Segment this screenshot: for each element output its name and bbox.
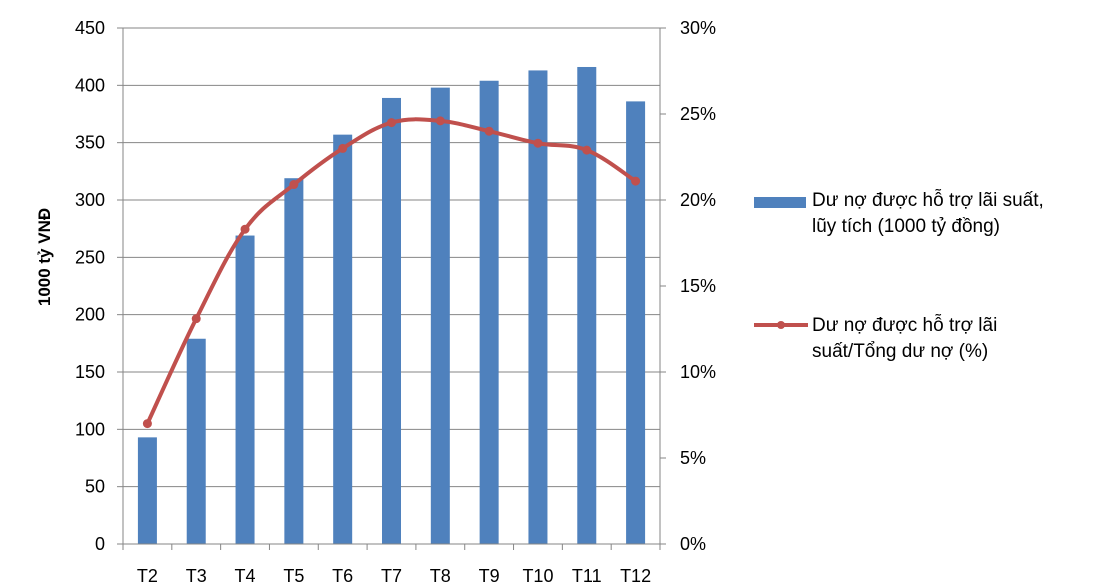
line-point [485, 127, 494, 136]
x-tick-label: T10 [522, 566, 553, 586]
line-point [582, 146, 591, 155]
y2-tick-label: 25% [680, 104, 716, 124]
legend-bar-swatch [754, 197, 806, 208]
x-tick-label: T3 [186, 566, 207, 586]
y2-tick-label: 0% [680, 534, 706, 554]
y-tick-label: 100 [75, 419, 105, 439]
line-point [241, 225, 250, 234]
x-tick-label: T6 [332, 566, 353, 586]
y-tick-label: 250 [75, 247, 105, 267]
x-tick-label: T4 [235, 566, 256, 586]
x-tick-label: T9 [479, 566, 500, 586]
y2-tick-label: 30% [680, 18, 716, 38]
legend-bar-label-line1: Dư nợ được hỗ trợ lãi suất, [812, 188, 1044, 214]
y2-tick-label: 10% [680, 362, 716, 382]
line-point [387, 118, 396, 127]
bar [187, 339, 206, 544]
legend-line-swatch [752, 317, 810, 333]
legend-bar-label: Dư nợ được hỗ trợ lãi suất, lũy tích (10… [812, 188, 1044, 240]
x-tick-label: T5 [283, 566, 304, 586]
bar [382, 98, 401, 544]
x-tick-label: T2 [137, 566, 158, 586]
x-tick-label: T11 [572, 566, 602, 586]
bar [577, 67, 596, 544]
y-tick-label: 300 [75, 190, 105, 210]
bar [333, 135, 352, 544]
bar [284, 178, 303, 544]
y2-tick-label: 5% [680, 448, 706, 468]
y-axis-title: 1000 tỷ VNĐ [35, 208, 54, 306]
y-tick-label: 350 [75, 133, 105, 153]
line-point [533, 139, 542, 148]
line-point [436, 116, 445, 125]
legend-line-label-line1: Dư nợ được hỗ trợ lãi [812, 313, 997, 339]
bar [236, 236, 255, 544]
x-tick-label: T7 [381, 566, 402, 586]
legend-bar-label-line2: lũy tích (1000 tỷ đồng) [812, 214, 1044, 240]
y2-tick-label: 15% [680, 276, 716, 296]
y-tick-label: 150 [75, 362, 105, 382]
y-tick-label: 0 [95, 534, 105, 554]
y-tick-label: 400 [75, 75, 105, 95]
bar [431, 88, 450, 544]
bar [626, 101, 645, 544]
bar-series [138, 67, 645, 544]
line-point [631, 177, 640, 186]
x-tick-label: T12 [620, 566, 651, 586]
y-tick-label: 200 [75, 305, 105, 325]
line-point [289, 180, 298, 189]
x-tick-label: T8 [430, 566, 451, 586]
y2-tick-label: 20% [680, 190, 716, 210]
y-tick-label: 450 [75, 18, 105, 38]
bar [138, 437, 157, 544]
bar [480, 81, 499, 544]
legend-line-label-line2: suất/Tổng dư nợ (%) [812, 339, 997, 365]
line-point [338, 144, 347, 153]
y-tick-label: 50 [85, 477, 105, 497]
line-point [192, 314, 201, 323]
legend-line-label: Dư nợ được hỗ trợ lãi suất/Tổng dư nợ (%… [812, 313, 997, 365]
line-point [143, 419, 152, 428]
